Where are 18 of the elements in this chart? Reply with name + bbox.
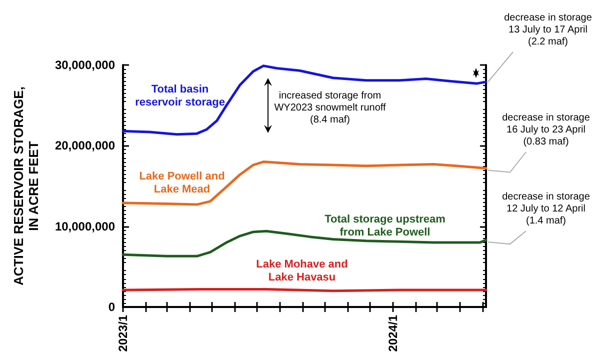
annotation: decrease in storage 13 July to 17 April (2.2 maf) <box>504 12 592 48</box>
x-tick-label: 2023/1 <box>116 314 130 352</box>
annotation: decrease in storage 16 July to 23 April (0.83 maf) <box>502 112 590 148</box>
annotation: increased storage from WY2023 snowmelt runoff (8.4 maf) <box>274 90 386 126</box>
y-tick-label: 0 <box>108 300 116 314</box>
y-tick-label: 10,000,000 <box>54 219 116 234</box>
y-axis-title: ACTIVE RESERVOIR STORAGE, IN ACRE FEET <box>11 86 41 286</box>
x-tick-label: 2024/1 <box>386 314 400 352</box>
series-label: Lake Powell and Lake Mead <box>139 170 225 196</box>
y-tick-label: 30,000,000 <box>54 58 116 72</box>
line-series <box>122 160 488 206</box>
annotation: decrease in storage 12 July to 12 April (1.4 maf) <box>502 192 590 226</box>
line-series <box>122 64 488 136</box>
line-series <box>122 230 488 258</box>
y-tick-label: 20,000,000 <box>54 138 116 153</box>
series-label: Total storage upstream from Lake Powell <box>324 214 446 238</box>
series-label: Lake Mohave and Lake Havasu <box>256 258 348 284</box>
series-label: Total basin reservoir storage <box>135 84 225 108</box>
